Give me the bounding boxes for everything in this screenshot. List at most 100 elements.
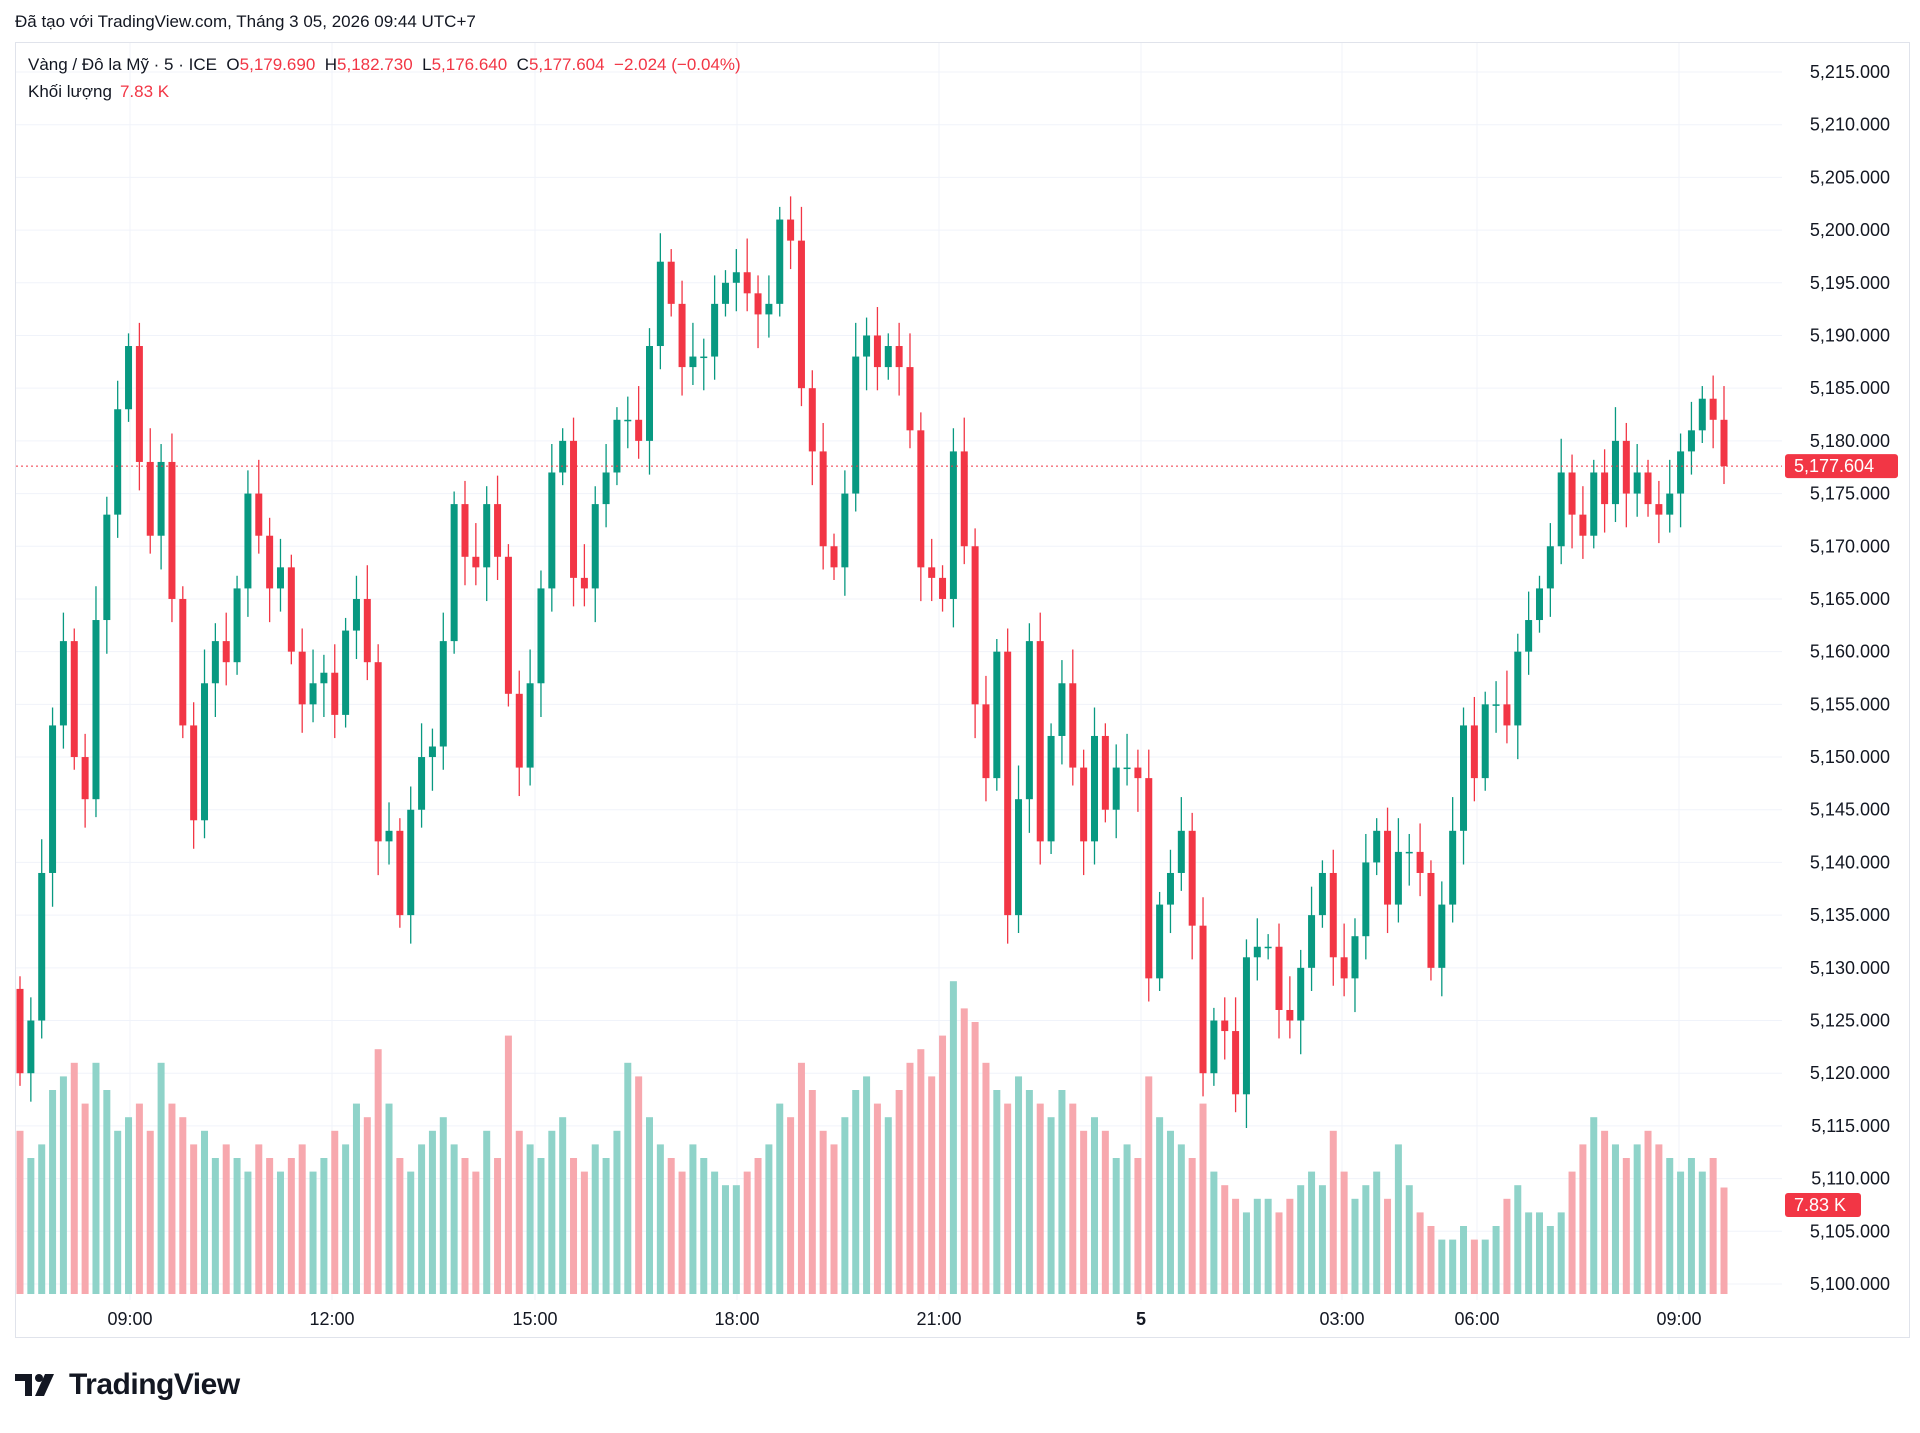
price-tick-label: 5,200.000 [1810,220,1890,240]
price-tick-label: 5,215.000 [1810,62,1890,82]
candle-body [407,809,415,916]
candle-body [1264,946,1272,949]
candle-body [765,303,773,315]
candle-body [201,683,209,821]
candle-body [852,356,860,494]
volume-bar [613,1130,621,1294]
candle-body [819,451,827,547]
volume-bar [418,1144,426,1294]
candle-body [754,293,762,315]
price-axis: 5,215.000 5,210.000 5,205.000 5,200.000 5,19… [1810,62,1890,1294]
volume-bar [201,1130,209,1294]
candle-body [515,693,523,768]
candle-body [1687,430,1695,452]
candle-body [38,872,46,1021]
candle-body [146,461,154,536]
candle-body [1503,704,1511,726]
candle-body [1025,641,1033,800]
candle-body [1720,419,1728,467]
candle-body [494,504,502,557]
volume-bar [548,1130,556,1294]
candle-body [1535,588,1543,621]
volume-bar [939,1035,947,1294]
candle-body [472,556,480,568]
volume-bar [721,1185,729,1294]
low-value: 5,176.640 [431,55,508,74]
volume-bar [1666,1158,1674,1294]
price-tick-label: 5,120.000 [1810,1063,1890,1083]
candle-body [1601,472,1609,505]
volume-bar [1546,1226,1554,1294]
price-tick-label: 5,190.000 [1810,325,1890,345]
candle-body [830,546,838,568]
candle-body [1666,493,1674,515]
candle-body [884,346,892,368]
candle-body [27,1020,35,1074]
candle-body [49,725,57,873]
candle-body [613,419,621,473]
volume-bar [1036,1103,1044,1294]
symbol-name[interactable]: Vàng / Đô la Mỹ · 5 · ICE [28,55,217,74]
volume-bar [1232,1198,1240,1294]
volume-bar [1709,1158,1717,1294]
volume-bar [125,1117,133,1294]
price-tick-label: 5,180.000 [1810,431,1890,451]
volume-bar [971,1022,979,1294]
volume-bar [711,1171,719,1294]
volume-bar [1058,1090,1066,1294]
tradingview-logo[interactable]: TradingView [15,1368,240,1402]
candle-body [168,461,176,599]
last-price-badge [1785,454,1898,479]
volume-label[interactable]: Khối lượng [28,82,112,101]
volume-bar [38,1144,46,1294]
price-tick-label: 5,185.000 [1810,378,1890,398]
candle-body [16,988,24,1074]
time-tick-label: 5 [1136,1309,1146,1329]
volume-bar [190,1144,198,1294]
candle-body [1015,799,1023,916]
candle-body [982,704,990,779]
candle-body [125,346,133,410]
volume-value: 7.83 K [119,82,170,101]
candle-body [841,493,849,568]
candle-body [928,567,936,578]
candle-body [1047,735,1055,842]
volume-bar [461,1158,469,1294]
candle-body [537,588,545,684]
volume-bar [1394,1144,1402,1294]
last-price-label: 5,177.604 [1794,456,1874,476]
volume-bar [1145,1076,1153,1294]
volume-bar [1579,1144,1587,1294]
volume-bar [624,1062,632,1294]
candle-body [1101,735,1109,810]
candle-body [352,598,360,631]
candle-body [721,282,729,304]
change-value: −2.024 (−0.04%) [614,55,741,74]
volume-bar [309,1171,317,1294]
candle-body [1568,472,1576,515]
price-tick-label: 5,165.000 [1810,589,1890,609]
volume-bar [787,1117,795,1294]
candle-body [1112,767,1120,810]
volume-bar [1449,1239,1457,1294]
volume-bar [407,1171,415,1294]
volume-bar [1503,1198,1511,1294]
candle-body [276,567,284,589]
volume-bar [157,1062,165,1294]
volume-bar [1633,1144,1641,1294]
volume-bar [1025,1090,1033,1294]
candle-body [1340,957,1348,979]
candle-body [287,567,295,652]
volume-bar [1080,1130,1088,1294]
volume-bar [385,1103,393,1294]
low-label: L [422,55,432,74]
volume-bar [135,1103,143,1294]
volume-bar [1308,1171,1316,1294]
volume-bar [1677,1171,1685,1294]
volume-bar [1069,1103,1077,1294]
price-tick-label: 5,170.000 [1810,536,1890,556]
volume-bar [917,1049,925,1294]
volume-bar [1188,1158,1196,1294]
candle-body [1438,904,1446,968]
